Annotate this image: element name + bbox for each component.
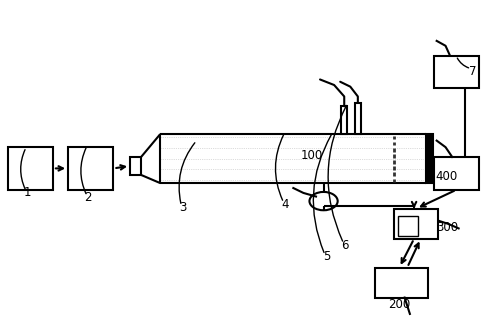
Bar [434, 157, 479, 190]
Text: 300: 300 [436, 221, 459, 234]
Bar [426, 134, 433, 183]
Bar [375, 268, 428, 298]
Bar [130, 157, 141, 175]
Text: 100: 100 [300, 149, 323, 162]
Bar [355, 103, 360, 134]
Text: 200: 200 [389, 298, 411, 311]
Text: 3: 3 [179, 201, 186, 214]
Bar [434, 56, 479, 88]
Bar [68, 147, 113, 190]
Bar [8, 147, 53, 190]
Bar [398, 216, 418, 236]
Text: 5: 5 [323, 250, 330, 263]
Text: 6: 6 [342, 239, 349, 252]
Text: 2: 2 [85, 191, 92, 204]
Text: 1: 1 [24, 186, 31, 199]
Text: 400: 400 [435, 170, 457, 183]
Bar [394, 209, 438, 239]
Text: 4: 4 [281, 198, 288, 211]
Text: 7: 7 [469, 65, 476, 78]
Bar [342, 106, 347, 134]
